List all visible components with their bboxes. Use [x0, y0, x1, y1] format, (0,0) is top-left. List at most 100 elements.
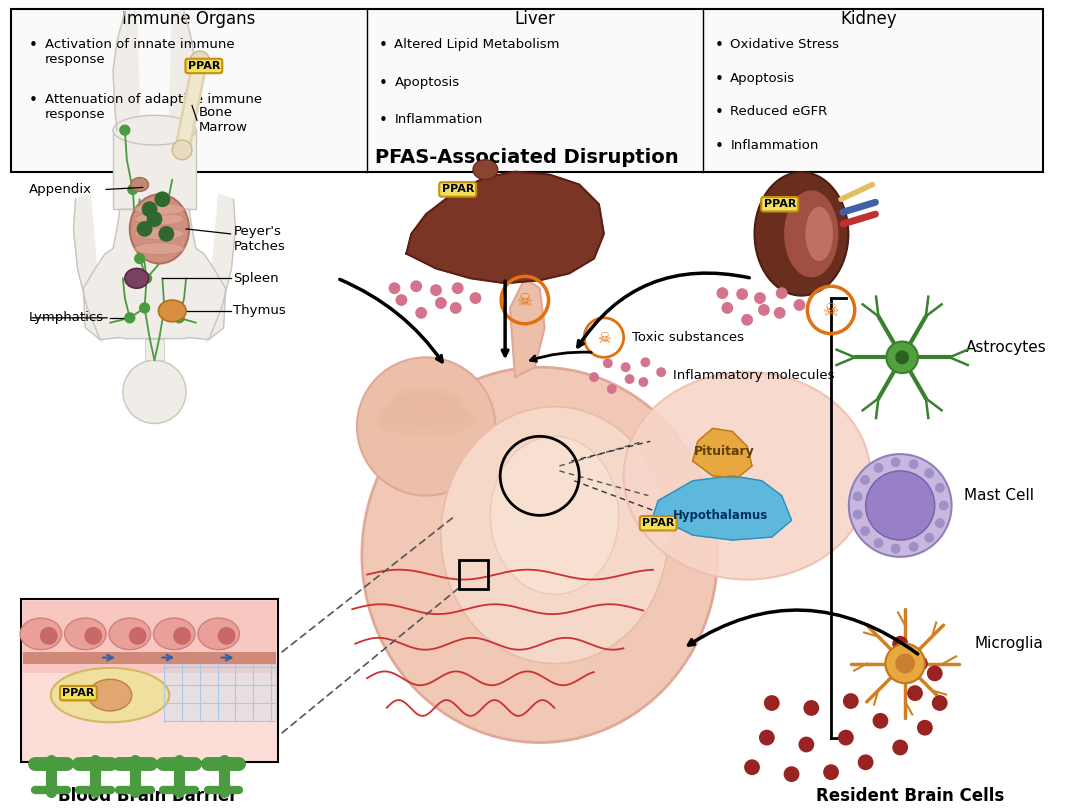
- Circle shape: [147, 211, 162, 227]
- Text: Altered Lipid Metabolism: Altered Lipid Metabolism: [394, 38, 560, 51]
- Text: Appendix: Appendix: [29, 183, 92, 196]
- Text: Astrocytes: Astrocytes: [966, 340, 1047, 355]
- Circle shape: [872, 713, 888, 729]
- Text: Immune Organs: Immune Organs: [122, 10, 256, 28]
- Ellipse shape: [51, 668, 169, 723]
- Circle shape: [389, 282, 400, 294]
- Text: Apoptosis: Apoptosis: [731, 72, 796, 85]
- Text: •: •: [715, 72, 723, 87]
- Ellipse shape: [377, 407, 475, 437]
- Circle shape: [935, 483, 945, 492]
- Text: PPAR: PPAR: [642, 518, 674, 528]
- Circle shape: [890, 544, 901, 554]
- Text: ☠: ☠: [823, 302, 839, 320]
- Circle shape: [395, 294, 407, 306]
- Text: Peyer's
Patches: Peyer's Patches: [233, 225, 285, 253]
- Text: Thymus: Thymus: [233, 305, 286, 318]
- Text: Toxic substances: Toxic substances: [632, 331, 743, 344]
- Circle shape: [924, 468, 934, 478]
- Circle shape: [759, 730, 774, 745]
- Circle shape: [873, 538, 883, 548]
- Circle shape: [886, 342, 918, 373]
- Polygon shape: [407, 172, 604, 284]
- Text: Spleen: Spleen: [233, 272, 279, 285]
- Ellipse shape: [198, 618, 240, 650]
- Circle shape: [415, 307, 427, 319]
- Circle shape: [717, 288, 728, 299]
- Circle shape: [142, 201, 158, 217]
- Text: Reduced eGFR: Reduced eGFR: [731, 105, 828, 118]
- Text: ☠: ☠: [597, 331, 610, 346]
- Bar: [145, 339, 164, 360]
- Circle shape: [136, 221, 152, 237]
- Text: Pituitary: Pituitary: [694, 445, 755, 458]
- Circle shape: [174, 627, 191, 645]
- Circle shape: [449, 302, 461, 313]
- Circle shape: [589, 372, 599, 382]
- Circle shape: [932, 695, 948, 711]
- Text: Inflammation: Inflammation: [731, 139, 819, 152]
- Circle shape: [603, 358, 612, 369]
- Circle shape: [838, 730, 854, 745]
- Text: •: •: [715, 105, 723, 121]
- Circle shape: [927, 666, 943, 681]
- Text: Inflammation: Inflammation: [394, 113, 482, 126]
- Circle shape: [853, 509, 863, 519]
- Ellipse shape: [135, 228, 184, 240]
- Ellipse shape: [109, 618, 150, 650]
- Circle shape: [621, 362, 630, 372]
- Text: PPAR: PPAR: [764, 199, 796, 209]
- Circle shape: [744, 759, 760, 775]
- Polygon shape: [692, 428, 752, 478]
- Ellipse shape: [135, 203, 184, 215]
- Ellipse shape: [490, 437, 619, 595]
- Circle shape: [656, 367, 666, 377]
- Circle shape: [892, 636, 908, 652]
- Ellipse shape: [65, 618, 107, 650]
- Bar: [23, 601, 276, 673]
- Circle shape: [140, 303, 149, 313]
- Ellipse shape: [624, 372, 870, 580]
- Circle shape: [410, 280, 422, 292]
- Circle shape: [861, 526, 870, 536]
- Ellipse shape: [473, 160, 497, 180]
- Bar: [12, 9, 1044, 172]
- Ellipse shape: [88, 680, 132, 711]
- Circle shape: [120, 126, 130, 135]
- Ellipse shape: [135, 213, 184, 225]
- Ellipse shape: [125, 268, 148, 288]
- Circle shape: [142, 273, 151, 284]
- Circle shape: [938, 501, 949, 510]
- Circle shape: [935, 518, 945, 528]
- Text: Resident Brain Cells: Resident Brain Cells: [816, 787, 1004, 805]
- Ellipse shape: [387, 394, 465, 418]
- Circle shape: [908, 542, 918, 552]
- Circle shape: [638, 377, 649, 387]
- Circle shape: [908, 459, 918, 469]
- Text: Activation of innate immune
response: Activation of innate immune response: [45, 38, 234, 66]
- Circle shape: [775, 288, 788, 299]
- Circle shape: [452, 282, 463, 294]
- Polygon shape: [169, 11, 196, 130]
- Circle shape: [122, 360, 186, 424]
- Text: Lymphatics: Lymphatics: [29, 311, 104, 324]
- Text: Bone
Marrow: Bone Marrow: [199, 106, 248, 134]
- Text: Mast Cell: Mast Cell: [965, 488, 1034, 503]
- Text: •: •: [379, 113, 388, 128]
- Ellipse shape: [381, 400, 471, 427]
- Text: Attenuation of adaptive immune
response: Attenuation of adaptive immune response: [45, 92, 262, 121]
- Text: Blood Brain Barrier: Blood Brain Barrier: [58, 787, 237, 805]
- Circle shape: [159, 226, 175, 241]
- Text: •: •: [715, 38, 723, 53]
- Ellipse shape: [159, 300, 186, 322]
- Text: PPAR: PPAR: [187, 61, 220, 71]
- Text: PPAR: PPAR: [442, 185, 474, 194]
- Text: Inflammatory molecules: Inflammatory molecules: [673, 369, 835, 382]
- Ellipse shape: [754, 173, 849, 296]
- Circle shape: [907, 685, 923, 701]
- Circle shape: [866, 471, 935, 540]
- Circle shape: [784, 766, 800, 782]
- Circle shape: [892, 740, 908, 756]
- Ellipse shape: [392, 387, 461, 408]
- Circle shape: [625, 374, 635, 384]
